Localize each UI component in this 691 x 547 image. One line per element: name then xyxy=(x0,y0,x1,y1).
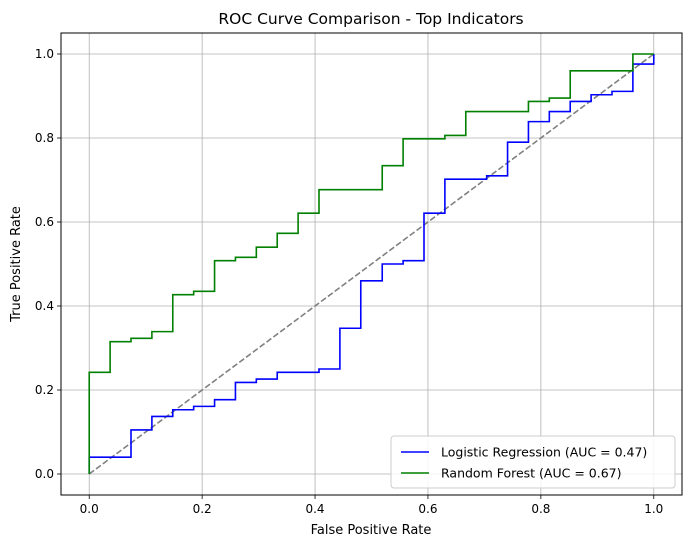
y-tick-label: 1.0 xyxy=(35,47,54,61)
legend-label-logistic-regression: Logistic Regression (AUC = 0.47) xyxy=(441,445,647,460)
x-tick-label: 0.2 xyxy=(193,502,212,516)
y-tick-label: 0.2 xyxy=(35,383,54,397)
y-tick-label: 0.0 xyxy=(35,467,54,481)
x-tick-label: 1.0 xyxy=(644,502,663,516)
chance-diagonal xyxy=(88,53,655,475)
legend: Logistic Regression (AUC = 0.47) Random … xyxy=(390,435,676,489)
plot-lines xyxy=(88,53,655,475)
random-forest-curve xyxy=(88,53,654,474)
x-tick-label: 0.0 xyxy=(80,502,99,516)
x-tick-label: 0.4 xyxy=(305,502,324,516)
y-axis-label: True Positive Rate xyxy=(9,206,24,323)
logistic-regression-curve xyxy=(88,54,655,474)
x-axis-ticks: 0.0 0.2 0.4 0.6 0.8 1.0 xyxy=(80,495,663,516)
y-tick-label: 0.4 xyxy=(35,299,54,313)
x-tick-label: 0.6 xyxy=(418,502,437,516)
y-tick-label: 0.6 xyxy=(35,215,54,229)
x-tick-label: 0.8 xyxy=(531,502,550,516)
plot-frame xyxy=(60,32,683,496)
chart-title: ROC Curve Comparison - Top Indicators xyxy=(218,10,523,28)
y-tick-label: 0.8 xyxy=(35,131,54,145)
x-axis-label: False Positive Rate xyxy=(311,523,432,538)
y-axis-ticks: 0.0 0.2 0.4 0.6 0.8 1.0 xyxy=(35,47,61,481)
legend-label-random-forest: Random Forest (AUC = 0.67) xyxy=(441,466,622,481)
grid xyxy=(61,33,682,495)
legend-box xyxy=(390,435,676,489)
